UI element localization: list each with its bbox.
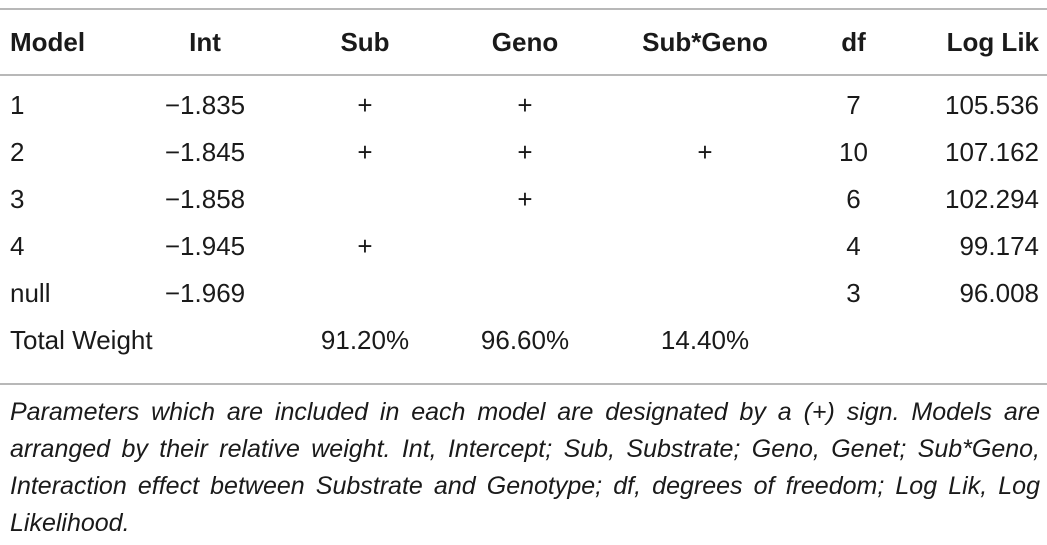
total-weight-sub: 91.20% (320, 325, 410, 355)
column-header-geno: Geno (491, 26, 559, 57)
table-row: 3 −1.858 + 6 102.294 (0, 176, 1047, 223)
cell-geno: + (517, 184, 533, 214)
cell-log-lik: 96.008 (959, 278, 1039, 308)
cell-model: null (10, 278, 51, 308)
cell-int: −1.945 (164, 231, 246, 261)
cell-log-lik: 102.294 (945, 184, 1039, 214)
header-divider-rule (0, 74, 1047, 76)
column-header-sub-geno: Sub*Geno (642, 26, 768, 57)
cell-model: 1 (10, 90, 25, 120)
cell-geno: + (517, 90, 533, 120)
table-footnote: Parameters which are included in each mo… (10, 398, 1040, 537)
cell-log-lik: 105.536 (945, 90, 1039, 120)
table-row: null −1.969 3 96.008 (0, 270, 1047, 317)
column-header-df: df (841, 26, 866, 57)
column-header-model: Model (10, 26, 86, 57)
total-weight-row: Total Weight 91.20% 96.60% 14.40% (0, 317, 1047, 364)
column-header-log-lik: Log Lik (946, 26, 1039, 57)
cell-sub-geno (610, 76, 800, 129)
cell-sub-geno (610, 223, 800, 270)
total-weight-log-lik (907, 317, 1047, 364)
model-selection-table: Model Int Sub Geno Sub*Geno df Log Lik 1… (0, 10, 1047, 364)
table-header-row: Model Int Sub Geno Sub*Geno df Log Lik (0, 10, 1047, 74)
cell-sub-geno: + (697, 137, 713, 167)
table-row: 2 −1.845 + + + 10 107.162 (0, 129, 1047, 176)
cell-model: 3 (10, 184, 25, 214)
cell-sub (290, 270, 440, 317)
cell-model: 4 (10, 231, 25, 261)
total-weight-label: Total Weight (10, 325, 153, 355)
total-weight-sub-geno: 14.40% (660, 325, 750, 355)
cell-df: 6 (846, 184, 861, 214)
column-header-sub: Sub (340, 26, 390, 57)
cell-sub-geno (610, 176, 800, 223)
total-weight-df (800, 317, 907, 364)
cell-df: 4 (846, 231, 861, 261)
cell-log-lik: 107.162 (945, 137, 1039, 167)
cell-df: 10 (839, 137, 868, 167)
table-bottom-rule (0, 383, 1047, 385)
table-row: 4 −1.945 + 4 99.174 (0, 223, 1047, 270)
cell-int: −1.858 (164, 184, 246, 214)
total-weight-geno: 96.60% (480, 325, 570, 355)
cell-geno (440, 270, 610, 317)
table-row: 1 −1.835 + + 7 105.536 (0, 76, 1047, 129)
table-top-rule (0, 8, 1047, 10)
column-header-int: Int (189, 26, 221, 57)
cell-sub (290, 176, 440, 223)
cell-df: 3 (846, 278, 861, 308)
cell-int: −1.845 (164, 137, 246, 167)
cell-int: −1.969 (164, 278, 246, 308)
cell-df: 7 (846, 90, 861, 120)
cell-log-lik: 99.174 (959, 231, 1039, 261)
cell-geno (440, 223, 610, 270)
cell-int: −1.835 (164, 90, 246, 120)
cell-sub: + (357, 90, 373, 120)
cell-sub-geno (610, 270, 800, 317)
cell-model: 2 (10, 137, 25, 167)
cell-geno: + (517, 137, 533, 167)
cell-sub: + (357, 137, 373, 167)
cell-sub: + (357, 231, 373, 261)
